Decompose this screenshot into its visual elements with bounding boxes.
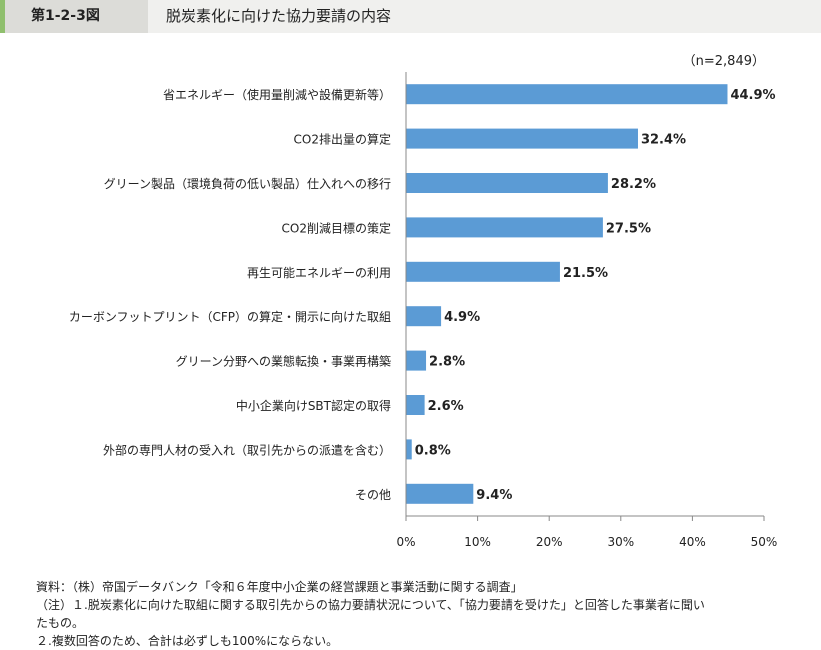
value-label-7: 2.6%: [428, 399, 464, 414]
value-label-3: 27.5%: [606, 221, 651, 236]
bars-layer: 44.9% 32.4% 28.2% 27.5% 21.5% 4.9% 2.8% 2.6% 0.8…: [406, 84, 776, 504]
category-label-2: グリーン製品（環境負荷の低い製品）仕入れへの移行: [104, 176, 391, 191]
category-label-3: CO2削減目標の策定: [282, 220, 391, 235]
footnotes: 資料：（株）帝国データバンク「令和６年度中小企業の経営課題と事業活動に関する調査…: [36, 578, 796, 650]
bar-8: [406, 439, 412, 460]
bar-7: [406, 395, 425, 415]
x-tick-label-1: 10%: [464, 535, 491, 549]
category-label-8: 外部の専門人材の受入れ（取引先からの派遣を含む）: [103, 442, 391, 457]
x-axis: 0% 10% 20% 30% 40% 50%: [396, 72, 777, 549]
bar-0: [406, 84, 728, 105]
category-label-7: 中小企業向けSBT認定の取得: [236, 398, 391, 413]
bar-chart: 44.9% 32.4% 28.2% 27.5% 21.5% 4.9% 2.8% 2.6% 0.8…: [69, 72, 777, 549]
value-label-4: 21.5%: [563, 266, 608, 281]
bar-3: [406, 217, 603, 238]
value-label-1: 32.4%: [641, 133, 686, 148]
value-label-2: 28.2%: [611, 177, 656, 192]
category-label-9: その他: [355, 488, 391, 502]
source-note: 資料：（株）帝国データバンク「令和６年度中小企業の経営課題と事業活動に関する調査…: [36, 580, 523, 594]
note-2: ２.複数回答のため、合計は必ずしも100%にならない。: [36, 634, 339, 648]
x-tick-label-3: 30%: [607, 535, 634, 549]
note-1-line-1: （注）１.脱炭素化に向けた取組に関する取引先からの協力要請状況について、「協力要…: [36, 598, 705, 612]
x-tick-label-0: 0%: [396, 535, 415, 549]
category-label-5: カーボンフットプリント（CFP）の算定・開示に向けた取組: [69, 309, 391, 324]
x-tick-label-2: 20%: [536, 535, 563, 549]
value-label-8: 0.8%: [415, 443, 451, 458]
bar-5: [406, 306, 442, 327]
category-label-0: 省エネルギー（使用量削減や設備更新等）: [163, 87, 391, 102]
value-label-6: 2.8%: [429, 355, 465, 370]
figure-number: 第1-2-3図: [0, 0, 148, 33]
category-labels: 省エネルギー（使用量削減や設備更新等） CO2排出量の算定グリーン製品（環境負荷の…: [69, 87, 391, 502]
bar-4: [406, 261, 560, 282]
sample-size-note: （n=2,849）: [682, 54, 765, 69]
bar-2: [406, 173, 608, 193]
bar-6: [406, 350, 427, 371]
bar-9: [406, 483, 474, 504]
value-label-5: 4.9%: [444, 310, 480, 325]
value-label-9: 9.4%: [476, 488, 512, 503]
figure-title: 脱炭素化に向けた協力要請の内容: [166, 7, 392, 25]
category-label-6: グリーン分野への業態転換・事業再構築: [176, 354, 391, 369]
bar-1: [406, 128, 638, 149]
value-label-0: 44.9%: [730, 88, 775, 103]
category-label-4: 再生可能エネルギーの利用: [247, 266, 391, 280]
note-1-line-2: たもの。: [36, 616, 85, 630]
x-tick-label-4: 40%: [679, 535, 706, 549]
category-label-1: CO2排出量の算定: [294, 132, 391, 147]
x-tick-label-5: 50%: [751, 535, 778, 549]
